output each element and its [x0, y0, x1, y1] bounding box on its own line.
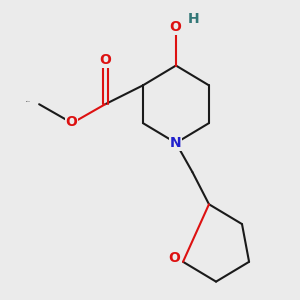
Text: H: H	[188, 12, 200, 26]
Text: N: N	[170, 136, 182, 150]
Text: methyl: methyl	[26, 101, 31, 102]
Text: O: O	[169, 20, 181, 34]
Text: O: O	[99, 53, 111, 68]
Text: O: O	[169, 251, 181, 265]
Text: O: O	[65, 115, 77, 129]
